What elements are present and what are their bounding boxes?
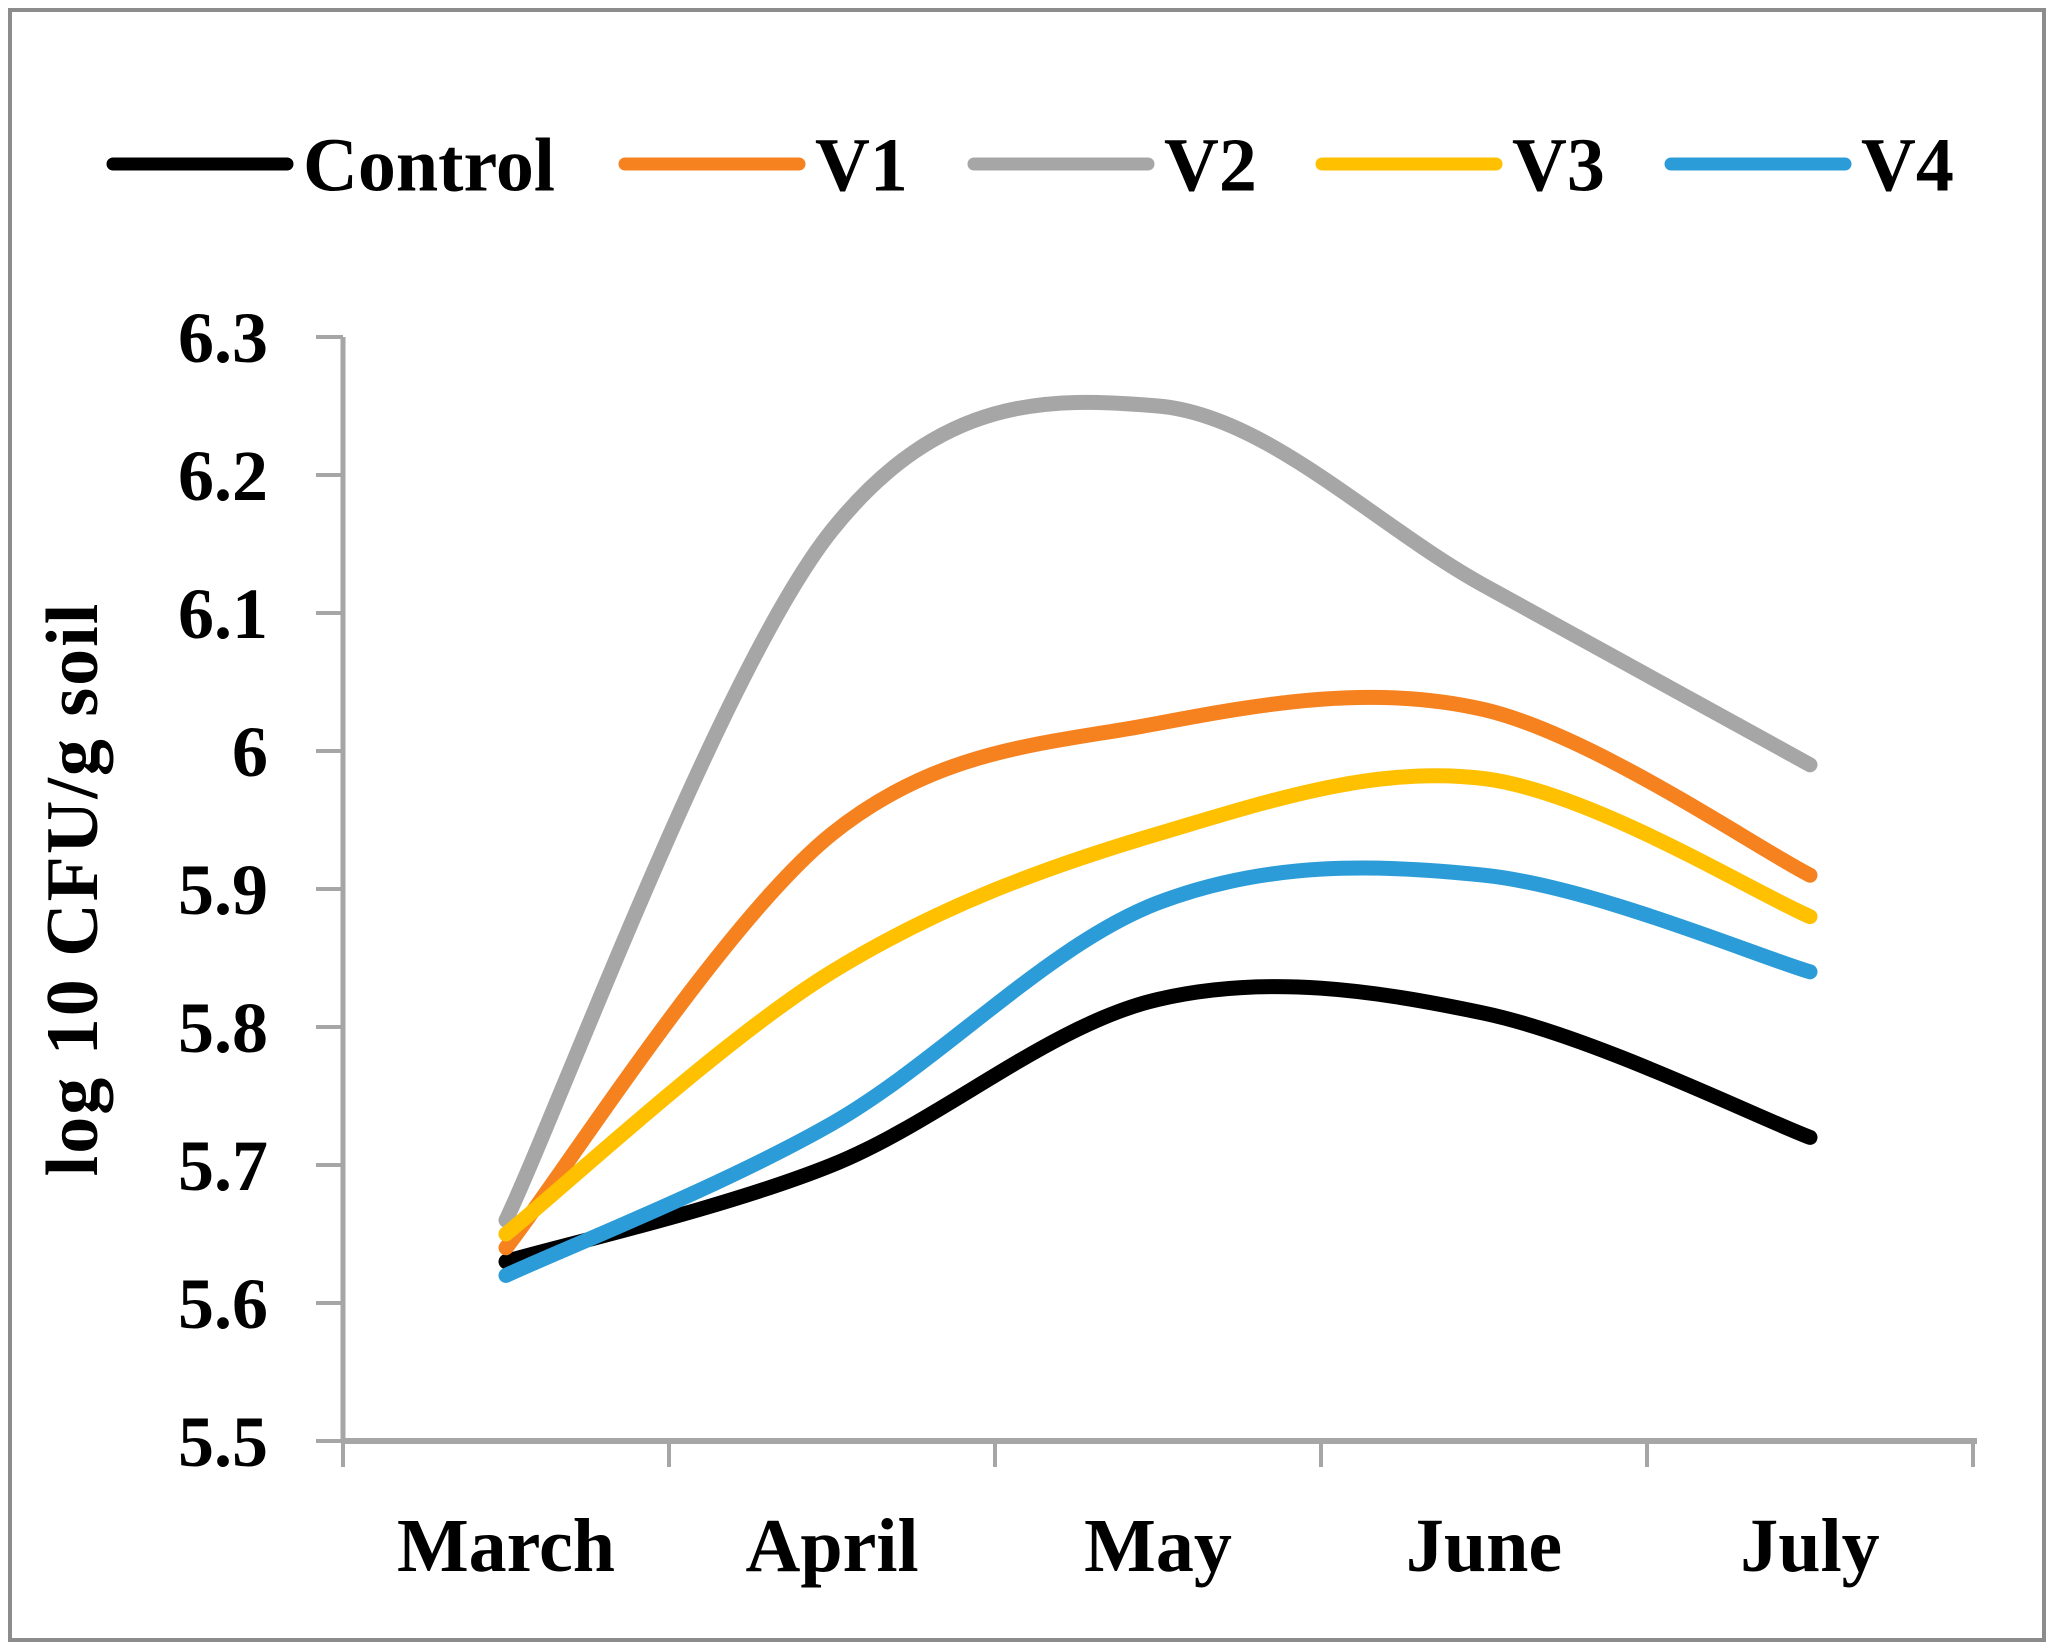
x-tick-label-april: April [745, 1504, 918, 1588]
series-line-control [498, 979, 1818, 1270]
y-tick-label: 5.6 [178, 1264, 268, 1344]
y-tick-label: 6.1 [178, 574, 268, 654]
legend-item-control: Control [106, 124, 555, 208]
series-lines [498, 394, 1818, 1283]
x-tick-label-june: June [1406, 1504, 1562, 1588]
legend-item-v2: V2 [967, 124, 1257, 208]
legend-label-v3: V3 [1512, 124, 1605, 208]
series-line-v1 [498, 689, 1818, 1256]
legend: Control V1 V2 V3 V4 [106, 124, 1954, 208]
y-tick-label: 5.5 [178, 1402, 268, 1482]
y-tick-label: 5.8 [178, 988, 268, 1068]
legend-label-control: Control [303, 124, 555, 208]
y-tick-label: 5.9 [178, 850, 268, 930]
x-tick-label-may: May [1084, 1504, 1232, 1588]
legend-label-v2: V2 [1164, 124, 1257, 208]
legend-item-v3: V3 [1315, 124, 1605, 208]
y-tick-label: 6.3 [178, 298, 268, 378]
series-line-v3 [498, 768, 1818, 1242]
y-tick-label: 6 [232, 712, 268, 792]
legend-label-v1: V1 [815, 124, 908, 208]
axes: 5.5 5.6 5.7 5.8 5.9 6 6.1 6.2 6.3 March April May Ju… [178, 298, 1977, 1588]
series-line-v4 [498, 860, 1818, 1283]
legend-label-v4: V4 [1861, 124, 1954, 208]
x-tick-label-march: March [397, 1504, 615, 1588]
legend-item-v4: V4 [1664, 124, 1954, 208]
legend-item-v1: V1 [618, 124, 908, 208]
y-axis-title: log 10 CFU/g soil [32, 602, 114, 1177]
y-tick-label: 5.7 [178, 1126, 268, 1206]
x-tick-label-july: July [1740, 1504, 1879, 1588]
y-tick-label: 6.2 [178, 436, 268, 516]
series-line-v2 [498, 394, 1818, 1228]
